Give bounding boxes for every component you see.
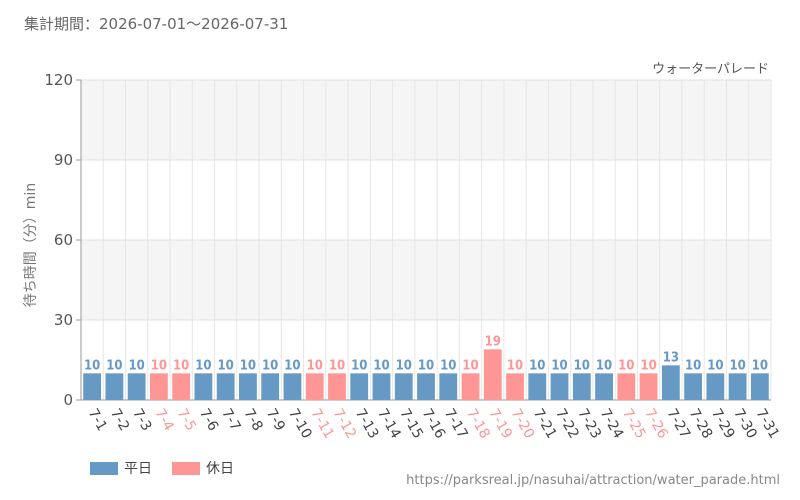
data-label: 10 [596,358,612,373]
bar [150,373,168,400]
data-label: 10 [462,358,478,373]
chart-title: ウォーターパレード [652,62,769,77]
data-label: 10 [173,358,189,373]
data-label: 10 [284,358,300,373]
data-label: 10 [151,358,167,373]
data-label: 10 [707,358,723,373]
data-label: 10 [618,358,634,373]
y-tick-label: 120 [44,71,73,89]
bar [506,373,524,400]
data-label: 10 [574,358,590,373]
bar [439,373,458,400]
bar [216,373,235,400]
bar [661,365,680,400]
bar [305,373,324,400]
y-tick-label: 60 [54,231,73,249]
x-tick-label: 7-8 [240,406,265,434]
legend-item-holiday: 休日 [172,458,234,478]
plot-band [81,240,771,320]
bar [595,373,613,400]
data-label: 10 [507,358,523,373]
data-label: 10 [351,358,367,373]
legend-swatch-holiday [172,461,200,475]
bar [194,373,213,400]
data-label: 10 [129,358,145,373]
data-label: 10 [640,358,656,373]
bar [417,373,435,400]
x-tick-label: 7-6 [196,406,221,434]
bar [172,373,191,400]
x-tick-label: 7-31 [752,406,782,442]
data-label: 10 [373,358,389,373]
bar [83,373,102,400]
data-label: 10 [262,358,278,373]
period-label: 集計期間：2026-07-01～2026-07-31 [24,15,289,33]
data-label: 10 [752,358,768,373]
data-label: 10 [729,358,745,373]
data-label: 10 [195,358,211,373]
bar [572,373,591,400]
y-tick-label: 30 [54,311,73,329]
bar [684,373,702,400]
bar [127,373,146,400]
x-tick-label: 7-5 [174,406,199,434]
legend-label-weekday: 平日 [124,461,152,477]
bar [461,373,480,400]
x-tick-label: 7-3 [129,406,154,434]
legend-item-weekday: 平日 [90,458,152,478]
legend-swatch-weekday [90,461,118,475]
data-label: 10 [240,358,256,373]
plot-band [81,160,771,240]
data-label: 10 [218,358,234,373]
x-tick-label: 7-4 [151,406,176,434]
bar [617,373,636,400]
data-label: 13 [663,350,679,365]
bar [639,373,658,400]
data-label: 10 [329,358,345,373]
bar [328,373,346,400]
source-url[interactable]: https://parksreal.jp/nasuhai/attraction/… [406,473,780,488]
bar [394,373,413,400]
bar [706,373,725,400]
y-axis-label: 待ち時間（分）min [23,183,39,307]
data-label: 10 [551,358,567,373]
plot-band [81,80,771,160]
x-tick-label: 7-7 [218,406,243,434]
data-label: 10 [418,358,434,373]
data-label: 10 [529,358,545,373]
bar [550,373,569,400]
data-label: 10 [440,358,456,373]
y-tick-label: 0 [63,391,73,409]
legend: 平日 休日 [90,458,254,478]
bar [283,373,302,400]
data-label: 10 [84,358,100,373]
data-label: 19 [485,334,501,349]
bar [105,373,124,400]
x-tick-label: 7-9 [263,406,288,434]
data-label: 10 [307,358,323,373]
legend-label-holiday: 休日 [206,461,234,477]
bar [261,373,280,400]
x-tick-label: 7-2 [107,406,132,434]
x-tick-label: 7-1 [85,406,110,434]
bar [239,373,257,400]
data-label: 10 [106,358,122,373]
bar [728,373,747,400]
bar [750,373,769,400]
bar [350,373,369,400]
data-label: 10 [396,358,412,373]
bar [372,373,391,400]
bar [528,373,547,400]
bar [483,349,502,400]
data-label: 10 [685,358,701,373]
y-tick-label: 90 [54,151,73,169]
